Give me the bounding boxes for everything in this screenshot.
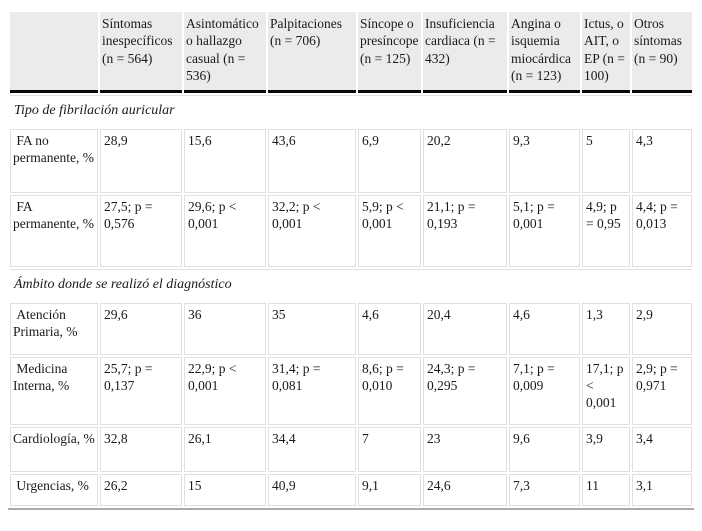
table-cell: 36 — [184, 302, 266, 355]
table-cell: 9,3 — [509, 128, 580, 193]
table-cell: 43,6 — [268, 128, 356, 193]
table-row-fa-permanente: FA permanente, % 27,5; p = 0,576 29,6; p… — [10, 194, 692, 267]
table-cell: 4,6 — [509, 302, 580, 355]
table-cell: 25,7; p = 0,137 — [100, 356, 182, 425]
row-label: Atención Primaria, % — [10, 302, 98, 355]
table-container: Síntomas inespecíficos (n = 564) Asintom… — [8, 10, 694, 510]
af-symptoms-table: Síntomas inespecíficos (n = 564) Asintom… — [8, 10, 694, 510]
table-cell: 3,9 — [582, 426, 630, 472]
table-cell: 3,1 — [632, 473, 692, 506]
table-cell: 27,5; p = 0,576 — [100, 194, 182, 267]
table-cell: 29,6 — [100, 302, 182, 355]
section-title: Tipo de fibrilación auricular — [10, 95, 692, 127]
table-cell: 11 — [582, 473, 630, 506]
row-label: Urgencias, % — [10, 473, 98, 506]
table-cell: 2,9; p = 0,971 — [632, 356, 692, 425]
table-cell: 26,1 — [184, 426, 266, 472]
section-row-tipo-fa: Tipo de fibrilación auricular — [10, 95, 692, 127]
table-row-fa-no-permanente: FA no permanente, % 28,9 15,6 43,6 6,9 2… — [10, 128, 692, 193]
table-row-cardiologia: Cardiología, % 32,8 26,1 34,4 7 23 9,6 3… — [10, 426, 692, 472]
row-label: FA no permanente, % — [10, 128, 98, 193]
table-cell: 22,9; p < 0,001 — [184, 356, 266, 425]
row-label: FA permanente, % — [10, 194, 98, 267]
table-cell: 8,6; p = 0,010 — [358, 356, 421, 425]
row-label: Medicina Interna, % — [10, 356, 98, 425]
column-header-asintomatico: Asintomático o hallazgo casual (n = 536) — [184, 12, 266, 94]
corner-header-cell — [10, 12, 98, 94]
section-row-ambito: Ámbito donde se realizó el diagnóstico — [10, 268, 692, 301]
column-header-sincope: Síncope o presíncope (n = 125) — [358, 12, 421, 94]
row-label: Cardiología, % — [10, 426, 98, 472]
column-header-insuficiencia-cardiaca: Insuficiencia cardiaca (n = 432) — [423, 12, 507, 94]
table-cell: 26,2 — [100, 473, 182, 506]
table-cell: 4,3 — [632, 128, 692, 193]
column-header-ictus: Ictus, o AIT, o EP (n = 100) — [582, 12, 630, 94]
table-row-urgencias: Urgencias, % 26,2 15 40,9 9,1 24,6 7,3 1… — [10, 473, 692, 506]
table-cell: 4,4; p = 0,013 — [632, 194, 692, 267]
table-cell: 20,4 — [423, 302, 507, 355]
table-cell: 9,6 — [509, 426, 580, 472]
table-cell: 21,1; p = 0,193 — [423, 194, 507, 267]
table-cell: 32,2; p < 0,001 — [268, 194, 356, 267]
table-cell: 1,3 — [582, 302, 630, 355]
column-header-sintomas-inespecificos: Síntomas inespecíficos (n = 564) — [100, 12, 182, 94]
table-cell: 31,4; p = 0,081 — [268, 356, 356, 425]
table-cell: 24,3; p = 0,295 — [423, 356, 507, 425]
column-header-otros-sintomas: Otros síntomas (n = 90) — [632, 12, 692, 94]
table-cell: 17,1; p < 0,001 — [582, 356, 630, 425]
table-cell: 34,4 — [268, 426, 356, 472]
table-cell: 35 — [268, 302, 356, 355]
header-row: Síntomas inespecíficos (n = 564) Asintom… — [10, 12, 692, 94]
table-row-medicina-interna: Medicina Interna, % 25,7; p = 0,137 22,9… — [10, 356, 692, 425]
table-cell: 3,4 — [632, 426, 692, 472]
table-cell: 7,1; p = 0,009 — [509, 356, 580, 425]
table-cell: 40,9 — [268, 473, 356, 506]
table-cell: 5,1; p = 0,001 — [509, 194, 580, 267]
table-cell: 7 — [358, 426, 421, 472]
table-cell: 6,9 — [358, 128, 421, 193]
table-cell: 29,6; p < 0,001 — [184, 194, 266, 267]
table-cell: 15,6 — [184, 128, 266, 193]
table-cell: 5 — [582, 128, 630, 193]
table-row-atencion-primaria: Atención Primaria, % 29,6 36 35 4,6 20,4… — [10, 302, 692, 355]
table-cell: 20,2 — [423, 128, 507, 193]
section-title: Ámbito donde se realizó el diagnóstico — [10, 268, 692, 301]
table-cell: 5,9; p < 0,001 — [358, 194, 421, 267]
table-cell: 23 — [423, 426, 507, 472]
table-cell: 7,3 — [509, 473, 580, 506]
table-cell: 32,8 — [100, 426, 182, 472]
table-cell: 2,9 — [632, 302, 692, 355]
table-cell: 15 — [184, 473, 266, 506]
table-cell: 28,9 — [100, 128, 182, 193]
table-cell: 4,6 — [358, 302, 421, 355]
table-cell: 4,9; p = 0,95 — [582, 194, 630, 267]
column-header-angina: Angina o isquemia miocárdica (n = 123) — [509, 12, 580, 94]
column-header-palpitaciones: Palpitaciones (n = 706) — [268, 12, 356, 94]
table-cell: 9,1 — [358, 473, 421, 506]
table-cell: 24,6 — [423, 473, 507, 506]
